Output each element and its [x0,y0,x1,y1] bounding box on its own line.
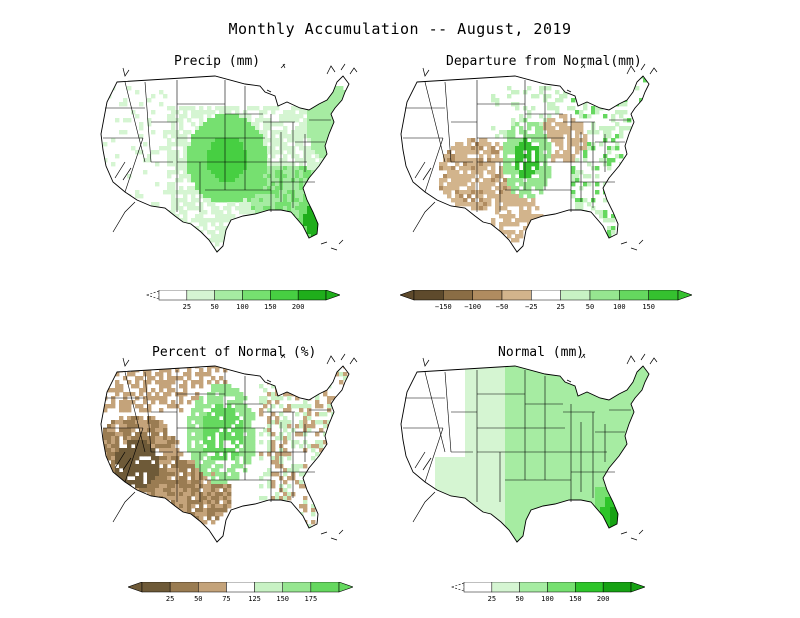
precip-legend-tick-label: 150 [264,303,277,311]
percent-legend-bar [128,582,353,593]
percent-panel-title: Percent of Normal (%) [152,345,317,360]
figure-title: Monthly Accumulation -- August, 2019 [228,20,572,38]
coastline-detail [112,353,358,541]
percent-legend-swatch [310,582,340,593]
departure-legend-swatch [472,290,503,301]
percent-map [100,353,358,543]
precip-map [100,63,358,253]
precip-legend-high-arrow [325,290,340,301]
normal-legend-tick-label: 100 [541,595,554,603]
precip-field [101,76,349,252]
departure-legend-tick-label: −50 [495,303,509,311]
departure-legend-swatch [531,290,561,301]
coastline-detail [412,63,658,251]
normal-legend-swatch [547,582,576,593]
percent-legend-swatch [169,582,199,593]
precip-legend-tick-label: 200 [291,303,305,311]
precip-legend-swatch [242,290,271,301]
departure-legend-swatch [413,290,444,301]
percent-legend-tick-label: 25 [165,595,175,603]
normal-legend-swatch [491,582,520,593]
precip-legend-swatch [186,290,215,301]
normal-legend-swatch [463,582,493,593]
normal-legend-swatch [602,582,632,593]
precip-legend-low-arrow [146,290,160,300]
normal-panel-title: Normal (mm) [498,345,585,360]
departure-legend-tick-label: 50 [585,303,595,311]
precip-legend-labels: 25 50 100 150 200 [145,303,340,313]
percent-legend-tick-label: 125 [248,595,261,603]
percent-legend-swatch [141,582,171,593]
country-outline [400,365,650,543]
percent-legend-tick-label: 175 [304,595,318,603]
departure-legend-swatch [501,290,532,301]
percent-legend-swatch [198,582,227,593]
country-outline [100,75,350,253]
departure-panel-title: Departure from Normal(mm) [446,54,642,69]
departure-legend-tick-label: −150 [434,303,452,311]
normal-legend-tick-label: 25 [487,595,497,603]
percent-legend-tick-label: 150 [276,595,290,603]
percent-legend-low-arrow [128,582,143,593]
normal-legend-high-arrow [630,582,645,593]
departure-legend-swatch [443,290,473,301]
departure-legend-bar [400,290,692,301]
departure-map [400,63,658,253]
country-outline [400,75,650,253]
precip-legend-swatch [270,290,299,301]
precip-legend-swatch [158,290,188,301]
percent-legend-tick-label: 75 [222,595,231,603]
precip-panel-title: Precip (mm) [174,54,261,69]
percent-legend-tick-label: 50 [194,595,203,603]
normal-legend-labels: 25 50 100 150 200 [450,595,645,605]
precip-legend-tick-label: 50 [210,303,219,311]
coastline-detail [412,353,658,541]
precip-legend-swatch [214,290,243,301]
departure-legend-tick-label: −25 [525,303,538,311]
normal-legend-tick-label: 50 [515,595,524,603]
normal-legend-low-arrow [451,582,465,592]
departure-legend-swatch [648,290,679,301]
normal-legend-bar [451,582,645,593]
precip-legend-tick-label: 100 [236,303,249,311]
departure-legend-swatch [619,290,649,301]
normal-legend-tick-label: 150 [569,595,582,603]
normal-map [400,353,658,543]
departure-legend-high-arrow [677,290,692,301]
state-boundaries [403,370,631,502]
percent-legend-swatch [254,582,283,593]
normal-legend-tick-label: 200 [596,595,610,603]
state-boundaries [403,80,631,212]
precip-legend-swatch [297,290,327,301]
percent-legend-swatch [226,582,255,593]
departure-legend-tick-label: 150 [642,303,655,311]
departure-legend-swatch [560,290,591,301]
coastline-detail [112,63,358,251]
precip-legend-bar [146,290,340,301]
departure-legend-labels: −150 −100 −50 −25 25 50 100 150 [400,303,692,313]
departure-legend-swatch [589,290,620,301]
precip-legend-tick-label: 25 [182,303,192,311]
percent-legend-high-arrow [338,582,353,593]
state-boundaries [103,370,331,502]
percent-legend-labels: 25 50 75 125 150 175 [128,595,353,605]
percent-legend-swatch [282,582,312,593]
country-outline [100,365,350,543]
normal-legend-swatch [575,582,604,593]
normal-legend-swatch [519,582,548,593]
departure-legend-tick-label: 25 [556,303,565,311]
departure-legend-tick-label: 100 [613,303,626,311]
departure-legend-tick-label: −100 [464,303,482,311]
departure-legend-low-arrow [400,290,415,301]
state-boundaries [103,80,331,212]
